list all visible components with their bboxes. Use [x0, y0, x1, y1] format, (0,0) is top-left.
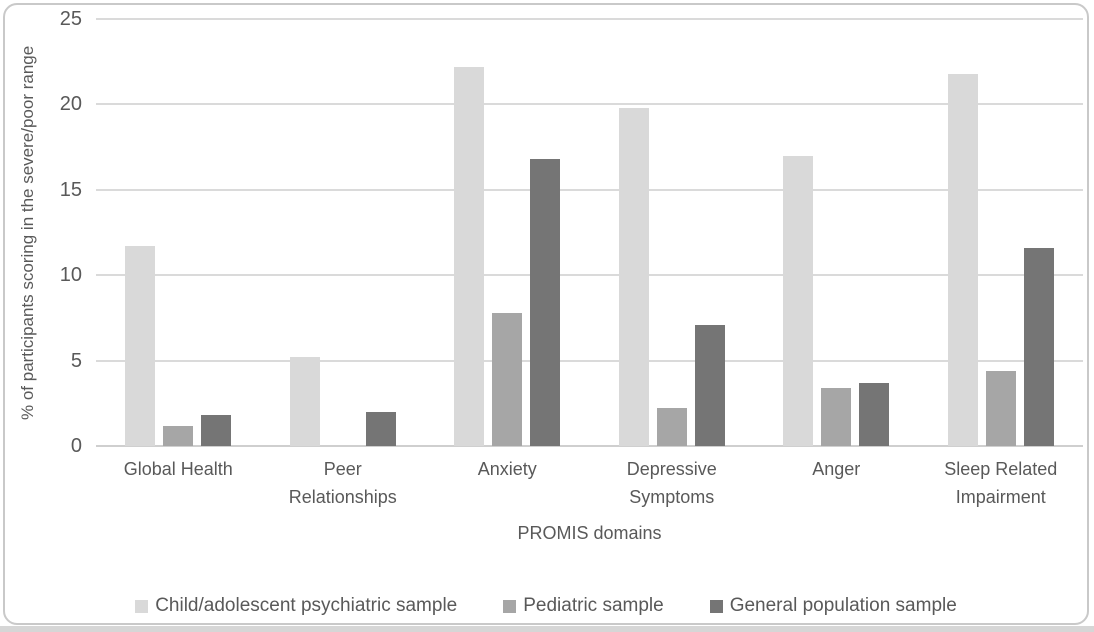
- bar-series-1: [947, 73, 978, 446]
- plot-area: [96, 18, 1083, 447]
- legend-label: Child/adolescent psychiatric sample: [155, 595, 458, 616]
- legend-item: Child/adolescent psychiatric sample: [135, 595, 457, 617]
- y-tick-label: 10: [59, 264, 82, 287]
- legend-swatch-icon: [709, 599, 723, 613]
- y-tick-label: 20: [59, 93, 82, 116]
- y-tick-label: 25: [59, 8, 82, 30]
- bar-series-1: [125, 246, 156, 446]
- legend-swatch-icon: [135, 599, 149, 613]
- bar-series-2: [492, 312, 523, 446]
- bar-series-1: [783, 155, 814, 446]
- gridline: [96, 274, 1083, 277]
- bar-group: [754, 19, 919, 446]
- legend-item: General population sample: [709, 595, 957, 617]
- x-axis-label: Sleep Related Impairment: [944, 459, 1058, 507]
- bar-series-1: [289, 357, 320, 446]
- y-tick-label: 15: [59, 178, 82, 201]
- bar-groups: [96, 19, 1083, 446]
- bar-series-2: [163, 425, 194, 446]
- x-axis-labels: Global Health Peer Relationships Anxiety De…: [96, 455, 1083, 511]
- bar-series-2: [656, 408, 687, 446]
- legend-label: General population sample: [729, 595, 957, 616]
- bar-series-2: [985, 370, 1016, 446]
- x-axis-label: Anger: [812, 459, 861, 479]
- x-axis-label: Peer Relationships: [288, 459, 397, 507]
- y-tick-label: 5: [70, 349, 82, 372]
- bottom-strip: [0, 626, 1094, 632]
- bar-series-1: [618, 107, 649, 446]
- x-axis-label: Global Health: [123, 459, 233, 479]
- chart-frame: % of participants scoring in the severe/…: [3, 3, 1089, 625]
- legend-item: Pediatric sample: [503, 595, 664, 617]
- bar-series-3: [1023, 247, 1054, 446]
- legend-swatch-icon: [503, 599, 517, 613]
- bar-series-3: [859, 382, 890, 446]
- bar-series-3: [365, 411, 396, 446]
- x-axis-label: Depressive Symptoms: [626, 459, 717, 507]
- bar-series-2: [821, 387, 852, 446]
- legend-label: Pediatric sample: [523, 595, 664, 616]
- bar-group: [919, 19, 1084, 446]
- bar-series-3: [530, 159, 561, 446]
- bar-group: [590, 19, 755, 446]
- y-axis-tick-labels: 0 5 10 15 20 25: [30, 8, 82, 457]
- gridline: [96, 18, 1083, 20]
- x-axis-label: Anxiety: [477, 459, 537, 479]
- bar-series-3: [201, 415, 232, 446]
- gridline: [96, 359, 1083, 362]
- bar-series-3: [694, 324, 725, 446]
- x-axis-title: PROMIS domains: [517, 523, 662, 543]
- gridline: [96, 188, 1083, 191]
- bar-group: [425, 19, 590, 446]
- y-tick-label: 0: [70, 435, 82, 457]
- gridline: [96, 103, 1083, 106]
- bar-series-1: [454, 66, 485, 446]
- bar-group: [96, 19, 261, 446]
- bar-group: [261, 19, 426, 446]
- legend: Child/adolescent psychiatric sample Pedia…: [5, 595, 1087, 617]
- gridline: [96, 445, 1083, 447]
